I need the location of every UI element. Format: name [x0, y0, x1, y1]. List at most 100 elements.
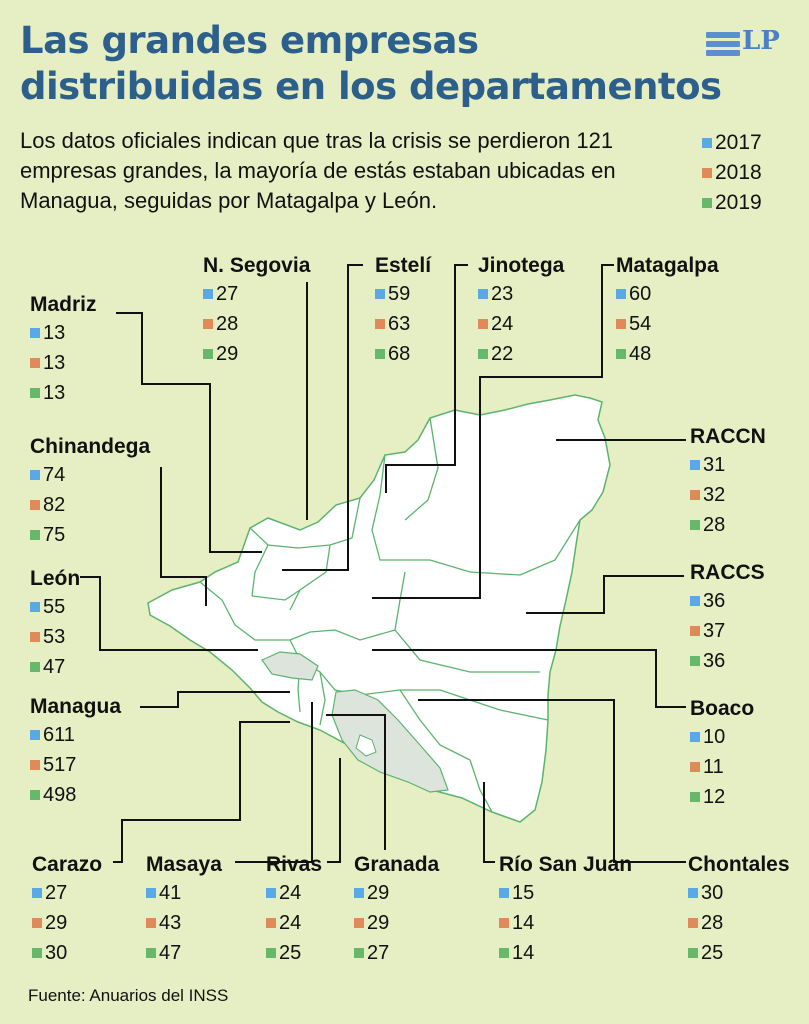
legend-swatch-2018 [702, 168, 712, 178]
value-text: 14 [512, 912, 535, 934]
swatch-2019 [203, 349, 213, 359]
value-2018: 28 [688, 908, 790, 938]
swatch-2019 [690, 520, 700, 530]
value-text: 13 [43, 352, 66, 374]
swatch-2017 [30, 730, 40, 740]
swatch-2017 [690, 596, 700, 606]
swatch-2017 [354, 888, 364, 898]
dept-carazo: Carazo 27 29 30 [32, 852, 102, 968]
value-2019: 75 [30, 520, 150, 550]
value-text: 31 [703, 454, 726, 476]
value-2018: 517 [30, 750, 121, 780]
dept-name: RACCN [690, 425, 766, 448]
value-2019: 36 [690, 646, 765, 676]
value-text: 74 [43, 464, 66, 486]
dept-name: Chinandega [30, 435, 151, 458]
legend: 2017 2018 2019 [702, 128, 762, 218]
value-2018: 53 [30, 622, 80, 652]
value-2019: 13 [30, 378, 97, 408]
value-2019: 48 [616, 339, 719, 369]
swatch-2018 [375, 319, 385, 329]
swatch-2019 [146, 948, 156, 958]
value-2017: 15 [499, 878, 632, 908]
value-2019: 30 [32, 938, 102, 968]
flag-icon [706, 32, 740, 56]
dept-name: León [30, 567, 81, 590]
value-2017: 13 [30, 318, 97, 348]
dept-n-segovia: N. Segovia 27 28 29 [203, 253, 310, 369]
value-text: 30 [45, 942, 68, 964]
value-text: 60 [629, 283, 652, 305]
value-text: 30 [701, 882, 724, 904]
dept-jinotega: Jinotega 23 24 22 [478, 253, 564, 369]
swatch-2018 [690, 490, 700, 500]
leader-raccs [526, 575, 684, 614]
value-text: 27 [216, 283, 239, 305]
dept-name: Masaya [146, 853, 222, 876]
dept-madriz: Madriz 13 13 13 [30, 292, 97, 408]
value-text: 53 [43, 626, 66, 648]
swatch-2018 [32, 918, 42, 928]
swatch-2019 [478, 349, 488, 359]
title-line-2: distribuidas en los departamentos [20, 65, 722, 108]
swatch-2019 [375, 349, 385, 359]
leader-chinandega [160, 467, 207, 606]
swatch-2017 [690, 732, 700, 742]
value-2019: 47 [146, 938, 222, 968]
swatch-2017 [688, 888, 698, 898]
value-text: 13 [43, 382, 66, 404]
dept-name: Jinotega [478, 254, 565, 277]
value-text: 12 [703, 786, 726, 808]
value-text: 28 [701, 912, 724, 934]
dept-managua: Managua 611 517 498 [30, 694, 121, 810]
value-2017: 23 [478, 279, 564, 309]
dept-granada: Granada 29 29 27 [354, 852, 439, 968]
value-text: 32 [703, 484, 726, 506]
value-2017: 74 [30, 460, 150, 490]
swatch-2018 [499, 918, 509, 928]
dept-raccs: RACCS 36 37 36 [690, 560, 765, 676]
value-2018: 24 [266, 908, 322, 938]
dept-name: N. Segovia [203, 254, 311, 277]
value-text: 68 [388, 343, 411, 365]
value-2018: 37 [690, 616, 765, 646]
value-text: 47 [159, 942, 182, 964]
leader-boaco [372, 649, 686, 708]
swatch-2018 [146, 918, 156, 928]
value-2019: 22 [478, 339, 564, 369]
value-2019: 25 [688, 938, 790, 968]
swatch-2017 [30, 602, 40, 612]
value-text: 36 [703, 590, 726, 612]
dept-leon: León 55 53 47 [30, 566, 80, 682]
swatch-2018 [266, 918, 276, 928]
dept-name: Carazo [32, 853, 103, 876]
swatch-2019 [688, 948, 698, 958]
value-text: 25 [701, 942, 724, 964]
swatch-2017 [375, 289, 385, 299]
ometepe-island [355, 734, 377, 757]
value-text: 43 [159, 912, 182, 934]
legend-item-2019: 2019 [702, 188, 762, 218]
value-2018: 24 [478, 309, 564, 339]
swatch-2018 [30, 760, 40, 770]
value-2019: 29 [203, 339, 310, 369]
value-text: 47 [43, 656, 66, 678]
swatch-2017 [478, 289, 488, 299]
value-text: 36 [703, 650, 726, 672]
swatch-2018 [203, 319, 213, 329]
swatch-2018 [30, 358, 40, 368]
leader-rivas [327, 758, 341, 863]
value-text: 29 [367, 882, 390, 904]
legend-swatch-2017 [702, 138, 712, 148]
value-2017: 41 [146, 878, 222, 908]
dept-name: Madriz [30, 293, 97, 316]
value-2017: 59 [375, 279, 431, 309]
swatch-2017 [32, 888, 42, 898]
value-text: 24 [279, 912, 302, 934]
dept-name: Río San Juan [499, 853, 633, 876]
value-text: 55 [43, 596, 66, 618]
value-text: 25 [279, 942, 302, 964]
dept-name: Boaco [690, 697, 755, 720]
value-text: 23 [491, 283, 514, 305]
